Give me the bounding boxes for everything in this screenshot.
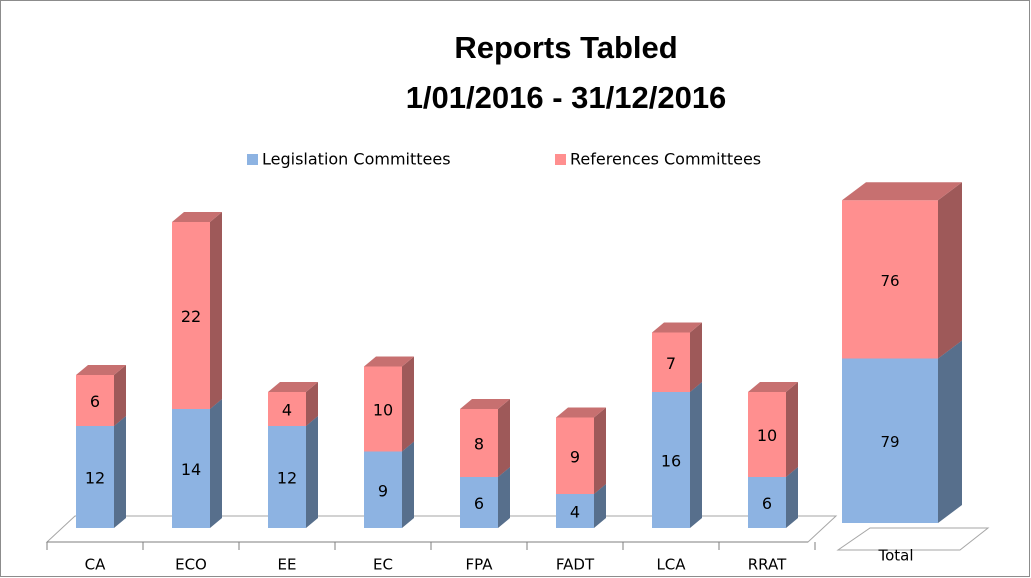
bar-side <box>210 212 222 409</box>
bar-top <box>460 399 510 409</box>
bar-top <box>748 382 798 392</box>
data-label: 10 <box>373 401 393 420</box>
bar <box>842 358 938 523</box>
x-tick-label: EE <box>278 556 297 574</box>
bar-side <box>786 467 798 528</box>
bar-top <box>76 365 126 375</box>
data-label: 9 <box>378 481 388 500</box>
data-label: 12 <box>277 469 297 488</box>
bar-side <box>306 416 318 528</box>
bar-side <box>594 407 606 494</box>
data-label: 12 <box>85 469 105 488</box>
bar-top <box>652 322 702 333</box>
bar-side <box>594 484 606 528</box>
bar-side <box>786 382 798 477</box>
bar-side <box>210 399 222 528</box>
data-label: 7 <box>666 354 676 373</box>
data-label: 16 <box>661 452 681 471</box>
data-label: 4 <box>282 401 292 420</box>
floor <box>836 527 990 551</box>
bar-top <box>364 356 414 367</box>
bar <box>76 375 114 426</box>
data-label: 9 <box>570 447 580 466</box>
bar <box>556 494 594 528</box>
bar-side <box>938 182 962 359</box>
bar <box>364 451 402 528</box>
x-tick-label: RRAT <box>748 556 787 574</box>
bar <box>268 392 306 426</box>
bar <box>76 426 114 528</box>
legend-swatch <box>555 154 566 165</box>
data-label: 8 <box>474 435 484 454</box>
bar <box>460 409 498 477</box>
legend-label: References Committees <box>570 150 761 169</box>
bar <box>842 200 938 359</box>
bar-side <box>402 441 414 528</box>
bar <box>556 417 594 494</box>
x-tick-label: LCA <box>656 556 686 574</box>
bar-side <box>938 340 962 523</box>
x-tick-label: ECO <box>175 556 207 574</box>
legend-label: Legislation Committees <box>262 150 451 169</box>
data-label: 22 <box>181 307 201 326</box>
bar-side <box>402 356 414 452</box>
bar <box>172 222 210 409</box>
bar-top <box>172 212 222 222</box>
bar <box>748 392 786 477</box>
bar-side <box>114 416 126 528</box>
bar-side <box>498 399 510 477</box>
x-tick-label: FPA <box>466 556 494 574</box>
x-tick-label: FADT <box>556 556 595 574</box>
floor <box>45 515 838 543</box>
data-label: 14 <box>181 460 201 479</box>
data-label: 10 <box>757 426 777 445</box>
x-tick-label: EC <box>373 556 393 574</box>
bar <box>268 426 306 528</box>
chart-title: Reports Tabled <box>454 30 677 65</box>
chart-subtitle: 1/01/2016 - 31/12/2016 <box>406 80 727 115</box>
bar <box>460 477 498 528</box>
bar <box>172 409 210 528</box>
bar-side <box>114 365 126 426</box>
bar-side <box>690 322 702 392</box>
bar-side <box>306 382 318 426</box>
bar <box>748 477 786 528</box>
bar <box>652 332 690 392</box>
data-label: 6 <box>762 494 772 513</box>
data-label: 6 <box>474 494 484 513</box>
data-label: 79 <box>880 433 899 451</box>
bar <box>652 392 690 528</box>
bar-top <box>556 407 606 418</box>
x-tick-label: Total <box>877 547 913 565</box>
data-label: 76 <box>880 272 899 290</box>
data-label: 6 <box>90 392 100 411</box>
bar-top <box>842 182 962 201</box>
bar-side <box>690 382 702 528</box>
bar-top <box>268 382 318 392</box>
data-label: 4 <box>570 503 580 522</box>
legend-swatch <box>247 154 258 165</box>
bar <box>364 366 402 452</box>
x-tick-label: CA <box>85 556 106 574</box>
bar-side <box>498 467 510 528</box>
